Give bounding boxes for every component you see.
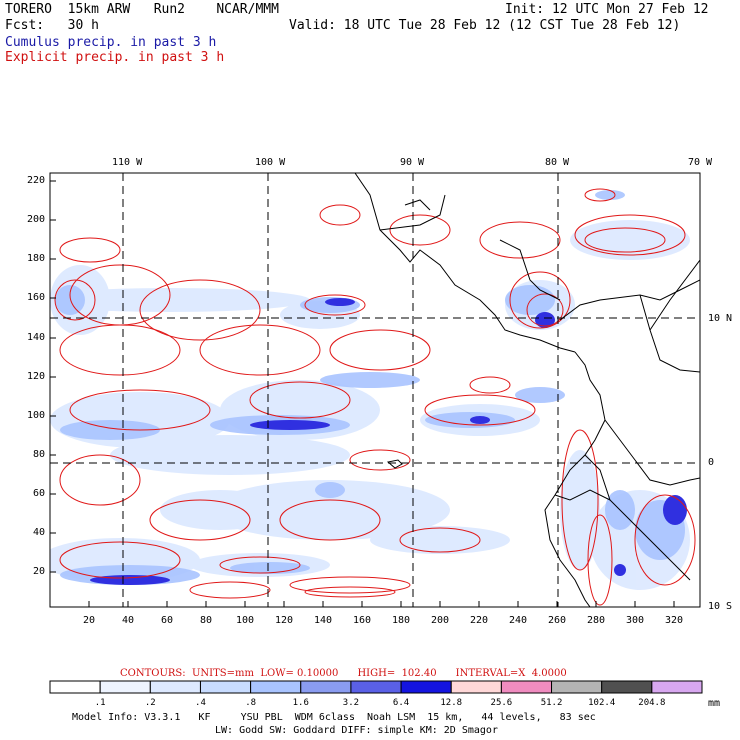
graticule xyxy=(50,173,700,607)
legend-swatch xyxy=(250,680,302,694)
x-tick-60: 60 xyxy=(161,615,174,626)
x-tick-140: 140 xyxy=(314,615,333,626)
x-tick-300: 300 xyxy=(626,615,645,626)
legend-label: 204.8 xyxy=(638,698,666,708)
contour-info: CONTOURS: UNITS=mm LOW= 0.10000 HIGH= 10… xyxy=(120,668,567,679)
legend-label: 6.4 xyxy=(392,698,410,708)
legend-swatch xyxy=(450,680,502,694)
legend-swatch xyxy=(149,680,201,694)
legend-swatch xyxy=(551,680,603,694)
x-tick-320: 320 xyxy=(665,615,684,626)
legend-swatch xyxy=(500,680,553,694)
coastlines xyxy=(354,173,700,607)
y-tick-100: 100 xyxy=(27,410,46,421)
y-tick-180: 180 xyxy=(27,253,46,264)
legend-label: .2 xyxy=(144,698,156,708)
legend-label: .8 xyxy=(245,698,257,708)
model-info-line2: LW: Godd SW: Goddard DIFF: simple KM: 2D… xyxy=(215,725,498,736)
legend-swatch xyxy=(49,680,101,694)
y-tick-160: 160 xyxy=(27,292,46,303)
cumulus-precip-label: Cumulus precip. in past 3 h xyxy=(5,35,217,50)
explicit-precip-contours xyxy=(54,188,696,606)
y-tick-200: 200 xyxy=(27,214,46,225)
legend-swatch xyxy=(400,680,452,694)
legend-label: 51.2 xyxy=(540,698,563,708)
legend-label: .1 xyxy=(94,698,106,708)
precip-shading xyxy=(50,220,690,590)
lat-label-10n: 10 N xyxy=(708,313,733,324)
legend-swatch xyxy=(601,680,653,694)
legend-label: 3.2 xyxy=(342,698,360,708)
legend-swatch xyxy=(651,680,703,694)
x-tick-180: 180 xyxy=(392,615,411,626)
header-left-line1: TORERO 15km ARW Run2 NCAR/MMM xyxy=(5,2,279,17)
x-tick-120: 120 xyxy=(275,615,294,626)
x-tick-80: 80 xyxy=(200,615,213,626)
model-info-line1: Model Info: V3.3.1 KF YSU PBL WDM 6class… xyxy=(72,712,596,723)
map-frame xyxy=(49,172,701,608)
x-tick-240: 240 xyxy=(509,615,528,626)
lon-label-110w: 110 W xyxy=(112,157,143,168)
y-tick-60: 60 xyxy=(33,488,46,499)
y-tick-140: 140 xyxy=(27,332,46,343)
y-tick-20: 20 xyxy=(33,566,46,577)
init-time: Init: 12 UTC Mon 27 Feb 12 xyxy=(505,2,709,17)
y-tick-220: 220 xyxy=(27,175,46,186)
lon-label-70w: 70 W xyxy=(688,157,713,168)
x-tick-280: 280 xyxy=(587,615,606,626)
x-tick-220: 220 xyxy=(470,615,489,626)
y-tick-40: 40 xyxy=(33,527,46,538)
legend-label: 102.4 xyxy=(588,698,616,708)
lon-label-100w: 100 W xyxy=(255,157,286,168)
lon-label-90w: 90 W xyxy=(400,157,425,168)
y-tick-120: 120 xyxy=(27,371,46,382)
header-left-line2: Fcst: 30 h xyxy=(5,18,99,33)
legend-swatch xyxy=(300,680,352,694)
x-tick-260: 260 xyxy=(548,615,567,626)
legend-swatch xyxy=(350,680,402,694)
lon-label-80w: 80 W xyxy=(545,157,570,168)
x-tick-20: 20 xyxy=(83,615,96,626)
legend-label: .4 xyxy=(195,698,206,708)
x-tick-160: 160 xyxy=(353,615,372,626)
valid-time: Valid: 18 UTC Tue 28 Feb 12 (12 CST Tue … xyxy=(289,18,681,33)
legend-label: 1.6 xyxy=(292,698,309,708)
legend-label: 12.8 xyxy=(440,698,463,708)
legend-unit: mm xyxy=(708,698,721,709)
lat-label-10s: 10 S xyxy=(708,601,733,612)
x-tick-100: 100 xyxy=(236,615,255,626)
y-tick-80: 80 xyxy=(33,449,46,460)
legend-swatch xyxy=(99,680,151,694)
lat-label-0: 0 xyxy=(708,457,715,468)
legend-swatch xyxy=(199,680,252,694)
legend-label: 25.6 xyxy=(490,698,513,708)
explicit-precip-label: Explicit precip. in past 3 h xyxy=(5,50,225,65)
x-tick-40: 40 xyxy=(122,615,135,626)
color-legend xyxy=(49,680,703,694)
x-tick-200: 200 xyxy=(431,615,450,626)
